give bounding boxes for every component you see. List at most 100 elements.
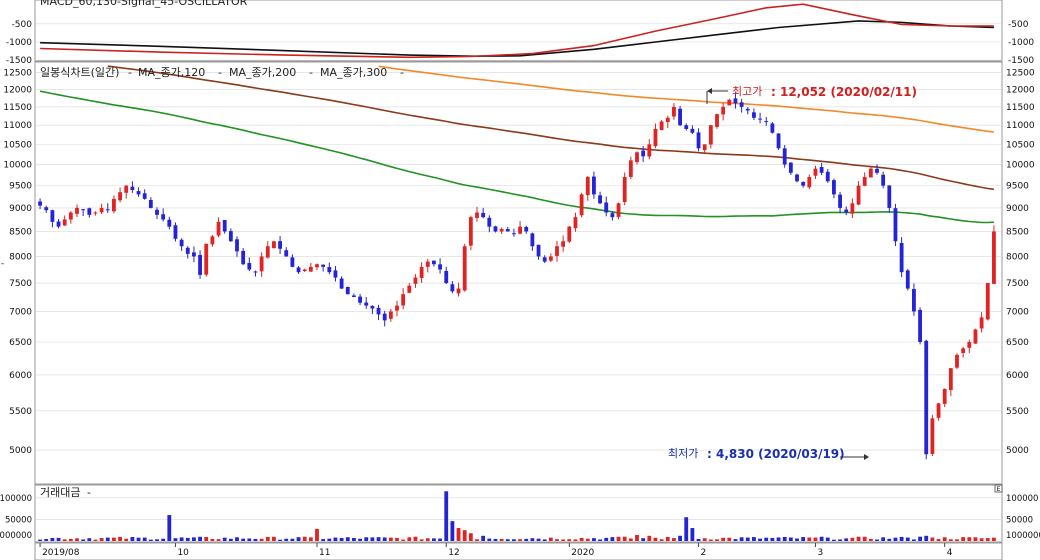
candle-body [425,261,430,267]
max-price-annotation: 최고가 : 12,052 (2020/02/11) [706,85,917,104]
price-tick-left: 11500 [3,103,32,113]
candle-body [235,239,239,252]
volume-bar [284,538,289,541]
volume-expand-toggle[interactable] [994,484,1003,493]
candle-body [99,207,104,213]
candle-body [241,250,246,265]
volume-bar [721,537,726,541]
volume-bar [616,536,621,541]
time-tick-label: 10 [177,548,189,558]
candle-body [382,313,387,321]
candle-body [395,305,399,311]
candle-body [81,209,86,211]
volume-bar [542,539,547,541]
candle-body [764,121,769,123]
candle-body [850,203,855,214]
candle-body [444,270,449,284]
candle-body [672,106,676,117]
price-tick-right: 11500 [1006,103,1035,113]
candle-body [942,388,947,404]
candle-body [776,133,781,149]
macd-series-signal [40,3,994,59]
candle-body [555,246,559,256]
price-tick-left: 10000 [3,160,32,170]
volume-bar [382,537,387,541]
volume-bar [856,536,861,541]
candle-body [955,354,959,368]
volume-bar [204,537,209,541]
candle-body [745,108,750,111]
candle-body [690,128,695,133]
candle-body [905,270,910,289]
candle-body [124,185,129,193]
volume-bar [296,537,301,541]
macd-tick-left: -500 [12,20,33,30]
time-tick-label: 2020 [571,548,594,558]
min-arrowhead [864,454,869,460]
volume-bar [647,535,652,541]
candle-body [438,264,442,270]
time-tick-label: 2 [701,548,707,558]
candle-body [247,263,252,270]
candle-body [979,317,984,329]
candle-body [518,226,522,234]
price-tick-right: 9000 [1006,204,1029,214]
candle-body [807,177,812,188]
volume-bar [862,536,867,541]
volume-bar [475,539,479,541]
price-tick-right: 6500 [1006,338,1029,348]
time-tick-label: 12 [448,548,459,558]
candle-body [352,295,356,297]
volume-bar [622,536,627,541]
time-tick-label: 4 [947,548,953,558]
candle-body [573,217,578,229]
candle-body [733,98,738,104]
candle-body [992,231,996,284]
candle-body [222,219,227,232]
candle-body [167,219,172,227]
candle-body [875,168,879,173]
price-tick-right: 10500 [1006,140,1035,150]
candle-body [321,264,326,267]
volume-bar [401,539,406,541]
volume-bar [87,538,92,541]
volume-bar [899,536,904,541]
candle-body [838,194,842,208]
candle-body [161,214,166,220]
volume-bar [105,537,110,541]
candle-body [973,329,978,344]
volume-bar [444,491,449,541]
volume-bar [567,539,572,541]
volume-bar [173,538,178,541]
price-tick-left: 6500 [9,338,32,348]
candle-body [715,114,719,127]
candle-body [604,202,609,213]
price-legend[interactable]: 일봉식차트(일간) - MA_종가,120 - MA_종가,200 - MA_종… [40,65,404,79]
volume-bar [764,537,769,541]
volume-bar [290,538,295,541]
volume-bar [44,539,49,541]
volume-bar [259,538,264,541]
volume-expand-icon: E [997,486,1001,493]
volume-bar [912,539,916,541]
volume-bar [167,515,172,541]
volume-floor-left: 1000000 [0,531,32,541]
ma-line-300 [378,65,994,133]
price-tick-left: 12500 [3,69,32,79]
candle-body [641,150,646,157]
volume-bar [315,528,319,541]
volume-bar [413,536,418,541]
candle-body [210,236,215,245]
volume-bar [653,537,658,541]
volume-bar [333,537,338,541]
volume-bar [985,538,990,541]
volume-bar [425,538,430,541]
candle-body [185,247,190,254]
candle-body [536,244,541,257]
volume-bar [524,538,529,541]
price-legend-title: 일봉식차트(일간) [40,65,119,79]
candle-body [548,256,553,261]
price-tick-left: 5000 [9,446,32,456]
candle-body [142,193,147,199]
candle-body [665,117,670,123]
